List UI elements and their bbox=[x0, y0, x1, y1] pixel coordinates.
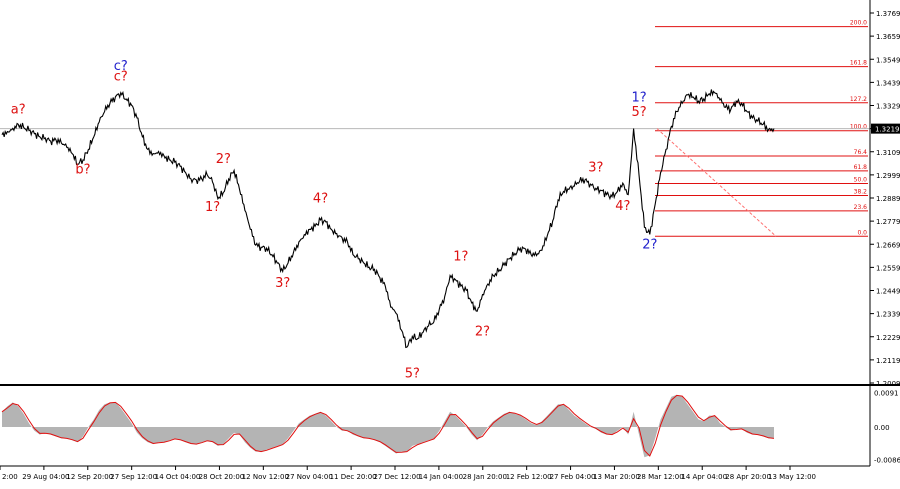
fib-label-2: 127.2 bbox=[850, 96, 867, 103]
wave-labels: a?b?c?c?2?1?3?4?5?1?2?3?4?1?5?2? bbox=[11, 59, 658, 381]
current-price-label: 1.3219 bbox=[875, 126, 900, 134]
fib-label-9: 0.0 bbox=[857, 229, 867, 236]
x-tick-label-7: 27 Nov 04:00 bbox=[286, 473, 333, 481]
y-tick-label-8: 1.2889 bbox=[876, 195, 900, 203]
wave-label-9: 1? bbox=[453, 249, 468, 264]
main-pane-bg bbox=[0, 0, 870, 384]
y-tick-label-4: 1.3329 bbox=[876, 103, 900, 111]
x-tick-label-4: 14 Oct 04:00 bbox=[155, 473, 201, 481]
fib-label-7: 38.2 bbox=[854, 188, 868, 195]
wave-label-4: 2? bbox=[216, 152, 231, 167]
x-tick-label-9: 27 Dec 12:00 bbox=[373, 473, 420, 481]
x-tick-label-15: 28 Mar 12:00 bbox=[637, 473, 684, 481]
frame bbox=[0, 0, 900, 467]
x-tick-label-8: 11 Dec 20:00 bbox=[330, 473, 377, 481]
main-pane bbox=[0, 0, 870, 384]
x-tick-label-0: 2:00 bbox=[2, 473, 18, 481]
x-tick-label-6: 12 Nov 12:00 bbox=[242, 473, 289, 481]
x-tick-label-10: 14 Jan 04:00 bbox=[419, 473, 463, 481]
wave-label-14: 5? bbox=[631, 105, 646, 120]
fib-label-5: 61.8 bbox=[854, 164, 868, 171]
osc-tick-label-1: 0.00 bbox=[874, 424, 890, 432]
y-tick-label-14: 1.2229 bbox=[876, 334, 900, 342]
oscillator-histogram bbox=[2, 394, 774, 458]
y-tick-label-10: 1.2669 bbox=[876, 241, 900, 249]
x-tick-label-12: 12 Feb 12:00 bbox=[506, 473, 552, 481]
wave-label-7: 4? bbox=[313, 191, 328, 206]
y-tick-label-2: 1.3549 bbox=[876, 56, 900, 64]
x-tick-label-2: 12 Sep 20:00 bbox=[66, 473, 113, 481]
price-axis: 1.3769 1.3659 1.3549 1.3439 1.3329 1.3219 1.31… bbox=[870, 10, 900, 388]
x-tick-label-5: 28 Oct 20:00 bbox=[199, 473, 245, 481]
x-tick-label-18: 13 May 12:00 bbox=[768, 473, 816, 481]
oscillator-signal-line bbox=[1, 394, 775, 457]
x-tick-label-16: 14 Apr 04:00 bbox=[681, 473, 727, 481]
x-tick-label-3: 27 Sep 12:00 bbox=[110, 473, 157, 481]
wave-label-2: c? bbox=[114, 59, 128, 74]
fib-label-4: 76.4 bbox=[854, 149, 868, 156]
osc-tick-label-0: 0.0091 bbox=[874, 390, 899, 398]
y-tick-label-12: 1.2449 bbox=[876, 288, 900, 296]
y-tick-label-1: 1.3659 bbox=[876, 33, 900, 41]
fibonacci-grid: 200.0 161.8 127.2 100.0 76.4 61.8 50.0 38.2 23.6… bbox=[0, 20, 870, 237]
wave-label-8: 5? bbox=[405, 367, 420, 382]
fib-label-8: 23.6 bbox=[854, 204, 868, 211]
wave-label-6: 3? bbox=[275, 276, 290, 291]
y-tick-label-9: 1.2779 bbox=[876, 218, 900, 226]
x-tick-label-11: 28 Jan 20:00 bbox=[463, 473, 507, 481]
y-tick-label-15: 1.2119 bbox=[876, 357, 900, 365]
fib-trend-line bbox=[656, 128, 777, 237]
x-tick-label-14: 13 Mar 20:00 bbox=[593, 473, 640, 481]
price-series bbox=[1, 89, 775, 349]
fib-label-1: 161.8 bbox=[850, 60, 867, 67]
wave-label-15: 2? bbox=[642, 238, 657, 253]
wave-label-5: 1? bbox=[205, 200, 220, 215]
x-tick-label-17: 28 Apr 20:00 bbox=[725, 473, 771, 481]
osc-tick-label-2: -0.00862 bbox=[874, 457, 900, 465]
current-price-box bbox=[871, 123, 900, 134]
wave-label-10: 2? bbox=[475, 324, 490, 339]
wave-label-13: 1? bbox=[631, 91, 646, 106]
y-tick-label-11: 1.2559 bbox=[876, 264, 900, 272]
y-tick-label-6: 1.3109 bbox=[876, 149, 900, 157]
x-tick-label-1: 29 Aug 04:00 bbox=[22, 473, 69, 481]
wave-label-12: 4? bbox=[615, 199, 630, 214]
x-tick-label-13: 27 Feb 04:00 bbox=[550, 473, 596, 481]
fib-label-3: 100.0 bbox=[850, 124, 867, 131]
price-line bbox=[1, 89, 775, 349]
y-tick-label-13: 1.2339 bbox=[876, 311, 900, 319]
y-tick-label-0: 1.3769 bbox=[876, 10, 900, 18]
wave-label-11: 3? bbox=[588, 161, 603, 176]
wave-label-0: a? bbox=[11, 102, 26, 117]
fib-label-6: 50.0 bbox=[854, 176, 868, 183]
y-tick-label-7: 1.2999 bbox=[876, 172, 900, 180]
wave-label-3: c? bbox=[114, 69, 128, 84]
oscillator-pane: 0.0091 0.00 -0.00862 bbox=[1, 390, 900, 465]
fib-label-0: 200.0 bbox=[850, 20, 867, 27]
y-tick-label-3: 1.3439 bbox=[876, 79, 900, 87]
wave-label-1: b? bbox=[75, 162, 90, 177]
